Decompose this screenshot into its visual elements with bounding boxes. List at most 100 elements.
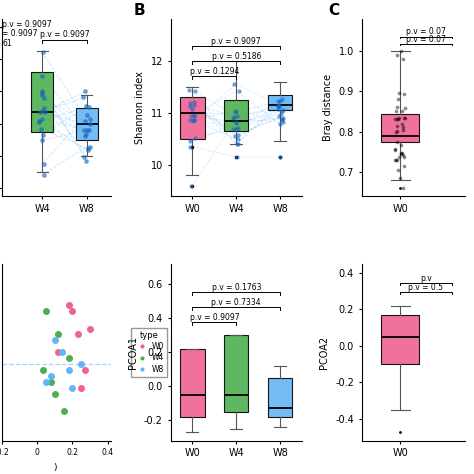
Y-axis label: Bray distance: Bray distance [323, 74, 333, 141]
Point [233, 140, 241, 147]
Point [275, 102, 283, 110]
Text: p.v = 0.07: p.v = 0.07 [406, 27, 446, 36]
W4 [42, 307, 50, 315]
Point [230, 81, 237, 88]
Point [397, 141, 404, 149]
Point [401, 114, 408, 121]
Point [82, 132, 89, 139]
W0 [86, 325, 94, 332]
Point [234, 124, 242, 132]
Point [393, 51, 401, 59]
Point [36, 117, 43, 125]
Point [233, 153, 241, 161]
Point [40, 49, 47, 56]
PathPatch shape [224, 100, 248, 131]
Point [84, 146, 92, 154]
Point [188, 106, 195, 113]
Point [396, 174, 404, 182]
Point [40, 160, 47, 168]
Point [40, 171, 48, 178]
Point [392, 156, 400, 164]
Point [393, 156, 401, 164]
Text: p.v = 0.9097: p.v = 0.9097 [211, 36, 261, 46]
PathPatch shape [181, 97, 204, 139]
X-axis label: ): ) [53, 463, 57, 472]
Text: 61: 61 [2, 39, 12, 48]
Text: p.v = 0.7334: p.v = 0.7334 [211, 298, 261, 307]
Point [391, 145, 399, 153]
Point [85, 127, 93, 134]
W0 [55, 348, 62, 356]
Point [36, 109, 44, 116]
W0 [65, 301, 73, 309]
Point [81, 87, 89, 95]
Point [39, 115, 46, 122]
W8 [42, 378, 50, 385]
W8 [51, 337, 59, 344]
W8 [48, 372, 55, 380]
Point [231, 133, 239, 140]
Point [86, 121, 94, 128]
Point [80, 127, 88, 134]
Point [399, 120, 406, 128]
Point [401, 104, 409, 111]
Text: p.v = 0.5186: p.v = 0.5186 [211, 52, 261, 61]
Point [187, 112, 194, 120]
Point [40, 104, 47, 112]
Point [191, 98, 198, 105]
Point [392, 128, 400, 136]
Point [278, 115, 285, 122]
Point [38, 108, 46, 115]
Y-axis label: PCOA2: PCOA2 [319, 336, 329, 369]
Point [191, 87, 199, 94]
W0 [77, 384, 85, 392]
Point [231, 109, 239, 116]
Point [186, 86, 193, 93]
Point [191, 116, 198, 123]
Point [399, 55, 407, 63]
W8 [58, 348, 66, 356]
Point [391, 156, 399, 164]
Point [394, 95, 402, 103]
Point [190, 101, 198, 109]
Point [38, 73, 46, 80]
W8 [69, 384, 76, 392]
Point [82, 157, 90, 164]
Point [395, 90, 402, 97]
Point [393, 122, 401, 129]
Point [276, 97, 284, 104]
Point [278, 95, 286, 102]
Point [232, 118, 240, 126]
Point [279, 108, 286, 115]
Point [190, 116, 198, 123]
Point [392, 107, 400, 115]
Point [235, 88, 243, 95]
Point [275, 113, 283, 120]
Point [229, 125, 237, 133]
Point [275, 102, 283, 110]
PathPatch shape [224, 335, 248, 412]
Point [229, 114, 237, 122]
W4 [60, 408, 67, 415]
Point [393, 127, 401, 135]
Point [391, 146, 398, 154]
Point [398, 107, 405, 114]
Point [274, 101, 282, 109]
Point [234, 135, 242, 143]
PathPatch shape [268, 94, 292, 110]
Point [395, 153, 402, 160]
Point [38, 137, 46, 144]
Point [39, 131, 47, 138]
PathPatch shape [75, 108, 98, 140]
W0 [69, 307, 76, 315]
PathPatch shape [31, 72, 54, 132]
Point [83, 111, 91, 119]
Point [80, 153, 88, 161]
W4 [51, 390, 59, 397]
Text: p.v = 0.5: p.v = 0.5 [409, 283, 443, 292]
Point [82, 130, 89, 138]
Point [80, 93, 87, 101]
Y-axis label: Shannon index: Shannon index [135, 71, 145, 144]
Point [395, 115, 403, 122]
PathPatch shape [381, 315, 419, 364]
